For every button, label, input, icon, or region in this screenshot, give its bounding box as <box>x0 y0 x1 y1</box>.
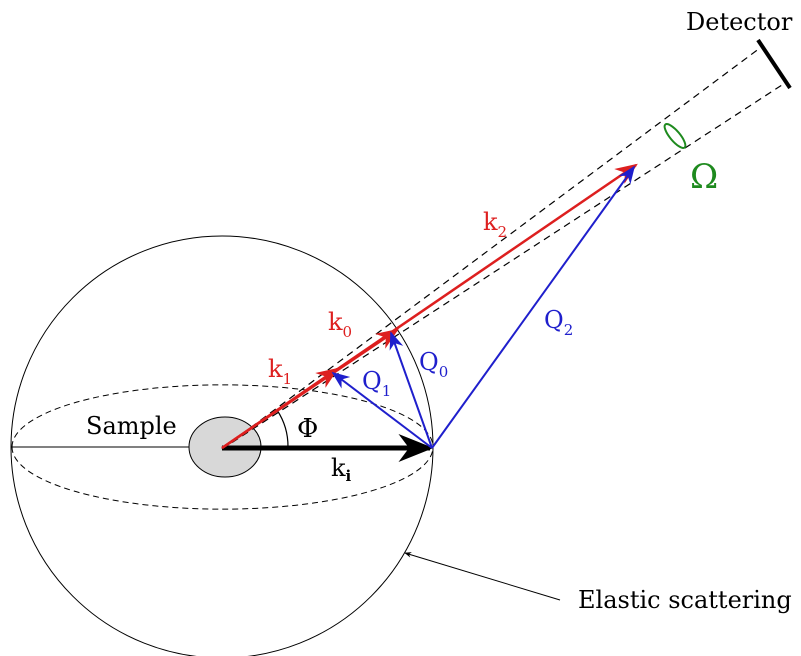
sample-label: Sample <box>86 412 177 440</box>
k1-label: k1 <box>268 355 292 388</box>
equator-back <box>11 384 434 448</box>
detector-cone-lower <box>221 82 786 450</box>
k1-vector <box>221 367 339 450</box>
q1-vector <box>331 371 433 449</box>
equator-front <box>11 446 434 510</box>
elastic-scattering-pointer <box>404 552 561 601</box>
k0-label: k0 <box>328 308 352 341</box>
q0-vector <box>389 331 433 449</box>
elastic-scattering-label: Elastic scattering <box>578 586 792 614</box>
phi-label: Φ <box>297 414 318 444</box>
q1-label: Q1 <box>362 367 391 400</box>
detector-plate <box>756 38 792 90</box>
q2-vector <box>431 165 636 449</box>
q2-label: Q2 <box>544 306 573 339</box>
solid-angle-icon <box>663 123 687 149</box>
omega-label: Ω <box>690 157 718 197</box>
ki-label: ki <box>331 454 352 485</box>
detector-label: Detector <box>686 8 793 36</box>
q0-label: Q0 <box>419 348 448 381</box>
phi-angle-arc <box>276 409 289 448</box>
detector-cone-upper <box>221 47 761 450</box>
k2-label: k2 <box>483 208 507 241</box>
